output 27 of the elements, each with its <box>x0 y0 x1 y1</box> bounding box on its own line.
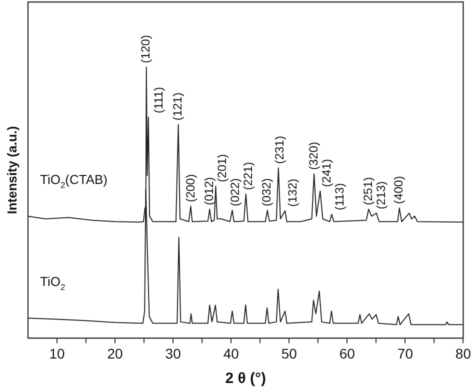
x-tick-label: 10 <box>49 345 66 362</box>
annotation: (231) <box>272 136 287 164</box>
annotation: (400) <box>392 176 406 204</box>
x-tick-label: 70 <box>397 345 414 362</box>
annotation: (200) <box>184 174 198 202</box>
annotation: (032) <box>260 178 274 206</box>
x-axis-title: 2 θ (°) <box>225 370 266 388</box>
x-tick-label: 50 <box>281 345 298 362</box>
annotation: (320) <box>306 142 320 170</box>
annotation: (120) <box>138 35 153 64</box>
x-tick-label: 60 <box>339 345 356 362</box>
annotation: (251) <box>360 177 375 206</box>
annotation: (022) <box>228 178 242 206</box>
annotation: (241) <box>319 158 334 187</box>
annotation: (221) <box>240 162 255 190</box>
annotation: (111) <box>152 86 166 114</box>
annotation: (121) <box>170 92 185 121</box>
annotation: (113) <box>332 183 346 210</box>
annotation: (012) <box>202 177 216 206</box>
x-tick-label: 40 <box>223 345 240 362</box>
annotation: (132) <box>286 178 300 207</box>
annotation: (213) <box>374 181 388 210</box>
y-axis-title: Intensity (a.u.) <box>4 126 20 214</box>
annotation: (201) <box>214 154 229 182</box>
x-tick-label: 30 <box>165 345 182 362</box>
x-tick-label: 80 <box>455 345 472 362</box>
x-tick-label: 20 <box>107 345 124 362</box>
